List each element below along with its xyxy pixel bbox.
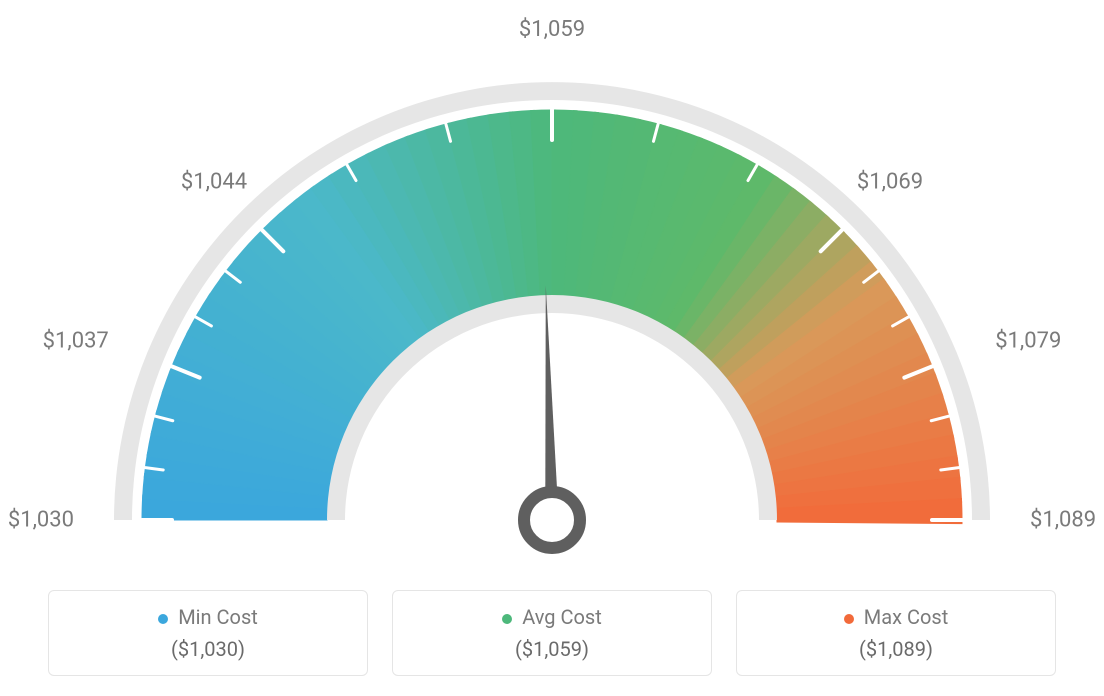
gauge-tick-label: $1,059 — [519, 17, 585, 42]
legend-value-avg: ($1,059) — [403, 637, 701, 661]
gauge-tick-label: $1,030 — [8, 508, 74, 533]
gauge-tick-label: $1,044 — [181, 170, 247, 195]
dot-icon — [502, 614, 512, 624]
gauge-tick-label: $1,037 — [43, 328, 109, 353]
legend-label-avg: Avg Cost — [403, 605, 701, 629]
legend-card-max: Max Cost ($1,089) — [736, 590, 1056, 676]
legend-card-avg: Avg Cost ($1,059) — [392, 590, 712, 676]
legend-label-min: Min Cost — [59, 605, 357, 629]
legend-label-max: Max Cost — [747, 605, 1045, 629]
cost-gauge-chart: $1,030$1,037$1,044$1,059$1,069$1,079$1,0… — [22, 20, 1082, 580]
legend-label-text: Max Cost — [864, 605, 949, 629]
gauge-tick-label: $1,079 — [995, 328, 1061, 353]
legend-card-min: Min Cost ($1,030) — [48, 590, 368, 676]
gauge-tick-label: $1,069 — [857, 170, 923, 195]
gauge-tick-label: $1,089 — [1030, 508, 1096, 533]
legend-label-text: Min Cost — [178, 605, 258, 629]
dot-icon — [844, 614, 854, 624]
legend-value-min: ($1,030) — [59, 637, 357, 661]
dot-icon — [158, 614, 168, 624]
legend-label-text: Avg Cost — [522, 605, 602, 629]
legend-row: Min Cost ($1,030) Avg Cost ($1,059) Max … — [20, 590, 1084, 676]
legend-value-max: ($1,089) — [747, 637, 1045, 661]
gauge-svg — [22, 20, 1082, 580]
